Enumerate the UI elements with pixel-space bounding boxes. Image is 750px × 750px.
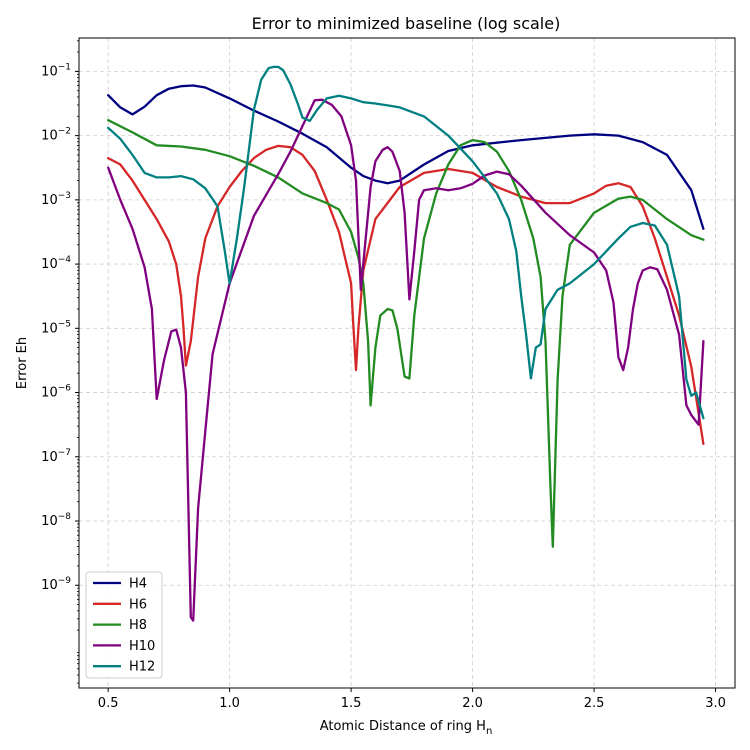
y-tick-label: 10−6 — [41, 384, 71, 401]
y-tick-label: 10−5 — [41, 319, 71, 336]
x-tick-label: 3.0 — [705, 696, 726, 711]
y-tick-label: 10−9 — [41, 576, 71, 593]
series-layer — [107, 65, 705, 622]
x-axis-title-subscript: n — [486, 726, 492, 737]
series-line-h12 — [107, 65, 705, 420]
x-tick-label: 1.0 — [219, 696, 240, 711]
x-tick-label: 1.5 — [341, 696, 362, 711]
series-line-h10 — [107, 98, 705, 622]
y-tick-label: 10−3 — [41, 191, 71, 208]
y-tick-label: 10−4 — [41, 255, 71, 272]
legend: H4 H6 H8 H10 H12 — [85, 571, 163, 679]
x-axis-title: Atomic Distance of ring Hn — [320, 719, 493, 737]
axis-layer: 0.5 1.0 1.5 2.0 2.5 3.0 10−9 10−8 10−7 10−6 10−5 10… — [41, 40, 726, 711]
y-axis-title: Error Eh — [15, 337, 30, 389]
y-tick-label: 10−7 — [41, 448, 71, 465]
legend-label-h4: H4 — [129, 577, 147, 592]
chart-title: Error to minimized baseline (log scale) — [252, 14, 561, 33]
plot-frame — [78, 37, 736, 689]
y-tick-label: 10−8 — [41, 512, 71, 529]
y-tick-label: 10−2 — [41, 127, 71, 144]
legend-box — [85, 571, 163, 679]
legend-label-h8: H8 — [129, 618, 147, 633]
legend-label-h10: H10 — [129, 639, 155, 654]
x-tick-label: 2.5 — [584, 696, 605, 711]
x-tick-label: 0.5 — [98, 696, 119, 711]
series-line-h6 — [107, 144, 705, 446]
y-tick-label: 10−1 — [41, 62, 71, 79]
legend-label-h6: H6 — [129, 597, 147, 612]
series-line-h4 — [107, 84, 705, 230]
legend-label-h12: H12 — [129, 660, 155, 675]
x-tick-label: 2.0 — [462, 696, 483, 711]
